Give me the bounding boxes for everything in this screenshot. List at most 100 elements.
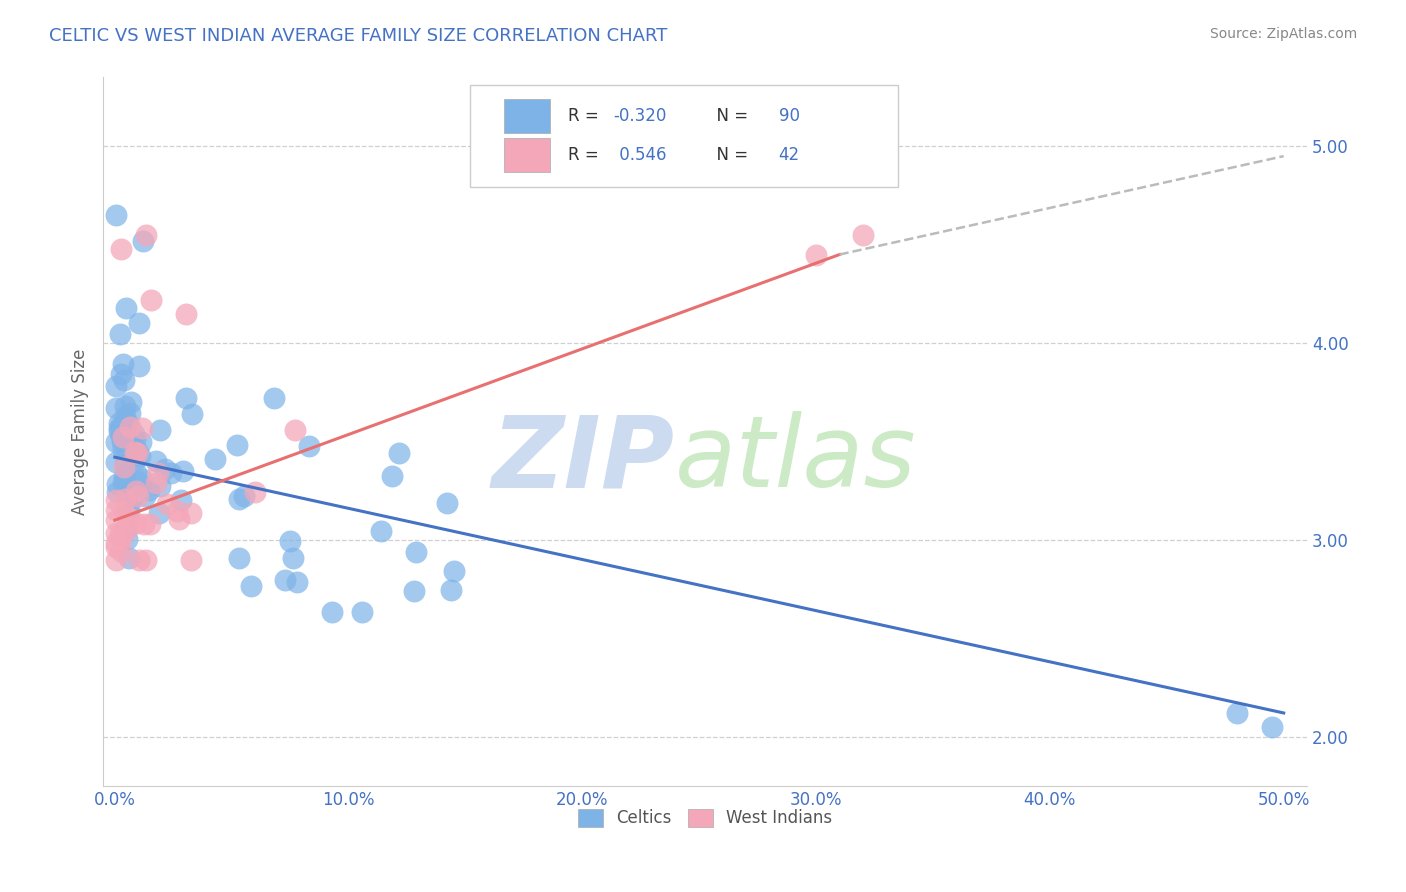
- Point: [111, 530, 134, 544]
- Point: [381, 469, 404, 483]
- Point: [112, 374, 135, 388]
- Point: [145, 454, 167, 468]
- Point: [285, 574, 308, 589]
- Point: [149, 423, 172, 437]
- Point: [104, 493, 127, 508]
- Point: [243, 484, 266, 499]
- Point: [402, 584, 425, 599]
- Bar: [503, 99, 550, 134]
- Point: [228, 492, 250, 507]
- Point: [115, 444, 138, 458]
- Point: [108, 326, 131, 341]
- Text: R =: R =: [568, 146, 603, 164]
- Point: [122, 427, 145, 442]
- Point: [112, 468, 135, 483]
- Point: [127, 446, 149, 460]
- Point: [181, 407, 204, 421]
- Point: [125, 483, 148, 498]
- Point: [124, 453, 146, 467]
- Text: 42: 42: [779, 146, 800, 164]
- Point: [172, 464, 194, 478]
- Point: [167, 512, 190, 526]
- Legend: Celtics, West Indians: Celtics, West Indians: [571, 802, 839, 834]
- Point: [804, 247, 827, 261]
- Text: N =: N =: [706, 146, 754, 164]
- Text: R =: R =: [568, 107, 603, 126]
- Point: [125, 516, 148, 530]
- Point: [111, 435, 134, 450]
- Point: [132, 516, 155, 531]
- Point: [131, 421, 153, 435]
- Point: [105, 379, 128, 393]
- Point: [174, 391, 197, 405]
- Point: [156, 497, 179, 511]
- Point: [114, 409, 136, 424]
- Point: [440, 583, 463, 598]
- Point: [111, 442, 134, 456]
- Point: [110, 420, 132, 434]
- Point: [281, 551, 304, 566]
- Point: [114, 492, 136, 507]
- Point: [239, 579, 262, 593]
- Point: [141, 293, 163, 307]
- Point: [124, 433, 146, 447]
- Point: [110, 544, 132, 558]
- Point: [128, 317, 150, 331]
- Point: [120, 395, 142, 409]
- Point: [110, 242, 132, 256]
- Point: [153, 462, 176, 476]
- Point: [118, 434, 141, 448]
- Point: [110, 428, 132, 442]
- Point: [160, 466, 183, 480]
- Point: [105, 208, 128, 222]
- Text: -0.320: -0.320: [613, 107, 666, 126]
- Point: [117, 417, 139, 431]
- Point: [112, 358, 135, 372]
- Point: [180, 506, 202, 520]
- Point: [114, 301, 136, 315]
- Point: [148, 507, 170, 521]
- Point: [128, 552, 150, 566]
- Point: [350, 605, 373, 619]
- Point: [104, 552, 127, 566]
- Point: [118, 551, 141, 566]
- Point: [118, 406, 141, 420]
- Point: [107, 476, 129, 491]
- Point: [170, 493, 193, 508]
- Point: [139, 516, 162, 531]
- Point: [436, 496, 458, 510]
- Point: [852, 227, 875, 242]
- Point: [104, 455, 127, 469]
- Point: [1226, 706, 1249, 720]
- Text: ZIP: ZIP: [492, 411, 675, 508]
- Point: [115, 416, 138, 430]
- Point: [278, 533, 301, 548]
- Point: [179, 552, 201, 566]
- Point: [134, 490, 156, 504]
- Point: [105, 484, 128, 499]
- Point: [117, 504, 139, 518]
- Point: [104, 526, 127, 541]
- Point: [131, 472, 153, 486]
- Text: CELTIC VS WEST INDIAN AVERAGE FAMILY SIZE CORRELATION CHART: CELTIC VS WEST INDIAN AVERAGE FAMILY SIZ…: [49, 27, 668, 45]
- Point: [129, 449, 152, 463]
- Point: [112, 460, 135, 475]
- Point: [174, 307, 197, 321]
- Point: [124, 445, 146, 459]
- Point: [129, 435, 152, 450]
- Point: [114, 399, 136, 413]
- Point: [225, 438, 247, 452]
- Point: [1261, 720, 1284, 734]
- Point: [112, 475, 135, 490]
- Text: N =: N =: [706, 107, 754, 126]
- Point: [204, 451, 226, 466]
- Point: [298, 439, 321, 453]
- Y-axis label: Average Family Size: Average Family Size: [72, 349, 89, 515]
- Point: [107, 416, 129, 430]
- Bar: [503, 138, 550, 172]
- Point: [127, 443, 149, 458]
- Point: [443, 564, 465, 578]
- Point: [114, 457, 136, 471]
- Point: [117, 484, 139, 499]
- Point: [118, 500, 141, 515]
